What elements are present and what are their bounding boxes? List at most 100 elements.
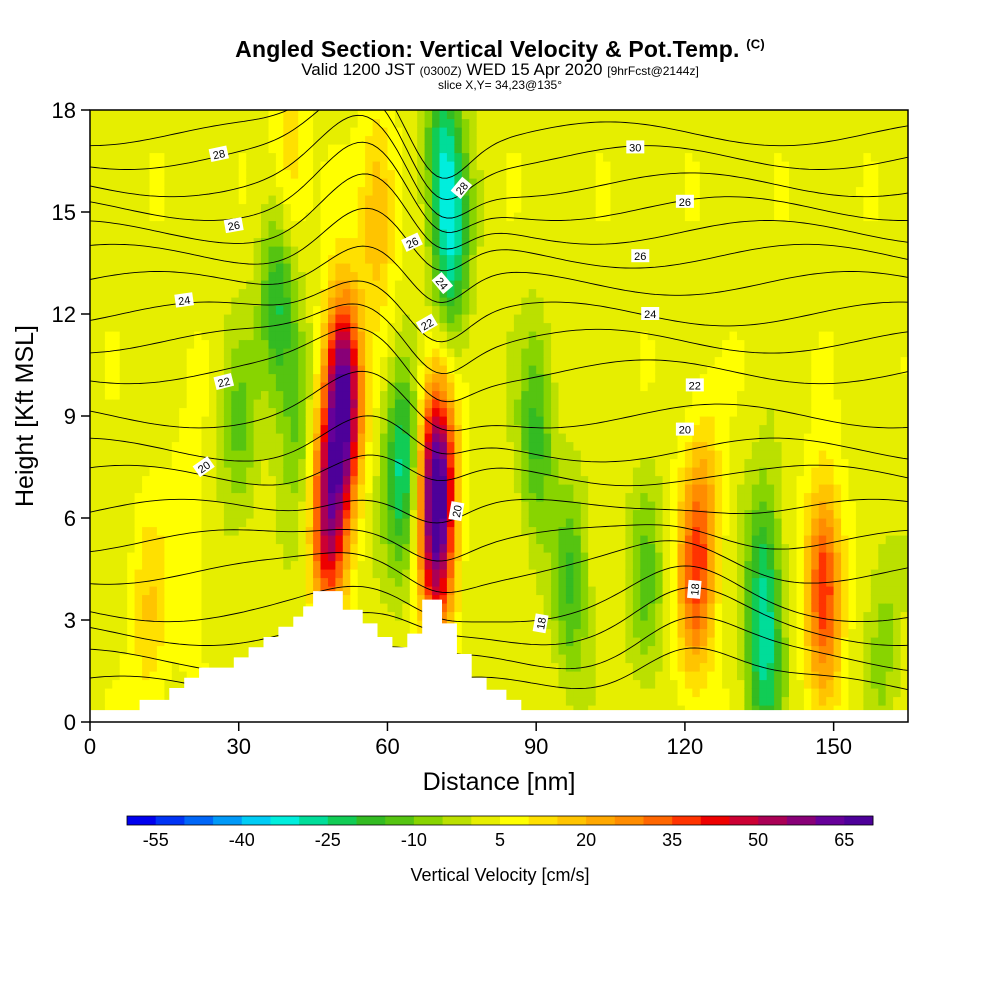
velocity-cell <box>90 365 98 375</box>
velocity-cell <box>446 186 455 196</box>
velocity-cell <box>513 365 522 375</box>
velocity-cell <box>603 501 612 511</box>
velocity-cell <box>565 484 574 494</box>
velocity-cell <box>424 288 433 298</box>
velocity-cell <box>580 705 589 715</box>
velocity-cell <box>201 280 210 290</box>
velocity-cell <box>357 135 366 145</box>
velocity-cell <box>290 365 299 375</box>
velocity-cell <box>216 237 225 247</box>
velocity-cell <box>513 356 522 366</box>
velocity-cell <box>365 518 374 528</box>
velocity-cell <box>283 186 292 196</box>
velocity-cell <box>246 127 255 137</box>
velocity-cell <box>134 169 143 179</box>
velocity-cell <box>127 586 136 596</box>
velocity-cell <box>290 229 299 239</box>
velocity-cell <box>231 348 240 358</box>
velocity-cell <box>469 662 478 672</box>
velocity-cell <box>112 475 121 485</box>
velocity-cell <box>104 314 113 324</box>
velocity-cell <box>156 543 165 553</box>
velocity-cell <box>454 569 463 579</box>
velocity-cell <box>238 382 247 392</box>
velocity-cell <box>543 169 552 179</box>
velocity-cell <box>380 271 388 281</box>
velocity-cell <box>194 492 203 502</box>
velocity-cell <box>313 348 322 358</box>
velocity-cell <box>127 322 136 332</box>
velocity-cell <box>223 365 232 375</box>
velocity-cell <box>90 390 98 400</box>
velocity-cell <box>521 135 530 145</box>
velocity-cell <box>231 424 240 434</box>
velocity-cell <box>261 271 269 281</box>
velocity-cell <box>543 373 552 383</box>
velocity-cell <box>275 348 284 358</box>
velocity-cell <box>313 314 322 324</box>
velocity-cell <box>253 195 262 205</box>
velocity-cell <box>424 475 433 485</box>
velocity-cell <box>275 441 284 451</box>
velocity-cell <box>134 127 143 137</box>
velocity-cell <box>469 118 478 128</box>
velocity-cell <box>97 662 106 672</box>
velocity-cell <box>313 433 322 443</box>
velocity-cell <box>97 671 106 681</box>
velocity-cell <box>588 433 597 443</box>
velocity-cell <box>536 688 545 698</box>
velocity-cell <box>104 416 113 426</box>
velocity-cell <box>432 535 441 545</box>
velocity-cell <box>261 492 269 502</box>
velocity-cell <box>580 501 589 511</box>
velocity-cell <box>595 433 604 443</box>
velocity-cell <box>424 526 433 536</box>
velocity-cell <box>290 288 299 298</box>
velocity-cell <box>164 450 173 460</box>
velocity-cell <box>283 382 292 392</box>
velocity-cell <box>171 433 180 443</box>
velocity-cell <box>134 620 143 630</box>
velocity-cell <box>417 475 426 485</box>
velocity-cell <box>261 577 269 587</box>
velocity-cell <box>476 484 485 494</box>
velocity-cell <box>305 492 314 502</box>
velocity-cell <box>543 144 552 154</box>
velocity-cell <box>275 586 284 596</box>
velocity-cell <box>201 637 210 647</box>
velocity-cell <box>580 450 589 460</box>
velocity-cell <box>357 263 366 273</box>
velocity-cell <box>521 679 530 689</box>
velocity-cell <box>90 679 98 689</box>
velocity-cell <box>194 399 203 409</box>
velocity-cell <box>223 441 232 451</box>
velocity-cell <box>90 526 98 536</box>
velocity-cell <box>417 560 426 570</box>
velocity-cell <box>580 586 589 596</box>
velocity-cell <box>298 144 307 154</box>
velocity-cell <box>209 552 217 562</box>
velocity-cell <box>380 475 388 485</box>
velocity-cell <box>97 416 106 426</box>
velocity-cell <box>238 280 247 290</box>
velocity-cell <box>149 144 158 154</box>
velocity-cell <box>201 178 210 188</box>
velocity-cell <box>469 560 478 570</box>
velocity-cell <box>186 399 195 409</box>
velocity-cell <box>328 314 336 324</box>
velocity-cell <box>335 314 344 324</box>
velocity-cell <box>201 407 210 417</box>
velocity-cell <box>156 118 165 128</box>
velocity-cell <box>595 603 604 613</box>
velocity-cell <box>536 484 545 494</box>
velocity-cell <box>461 220 470 230</box>
velocity-cell <box>97 263 106 273</box>
velocity-cell <box>528 152 537 162</box>
velocity-cell <box>432 586 441 596</box>
velocity-cell <box>558 441 567 451</box>
velocity-cell <box>112 416 121 426</box>
velocity-cell <box>521 254 530 264</box>
velocity-cell <box>283 373 292 383</box>
velocity-cell <box>104 348 113 358</box>
velocity-cell <box>469 331 478 341</box>
